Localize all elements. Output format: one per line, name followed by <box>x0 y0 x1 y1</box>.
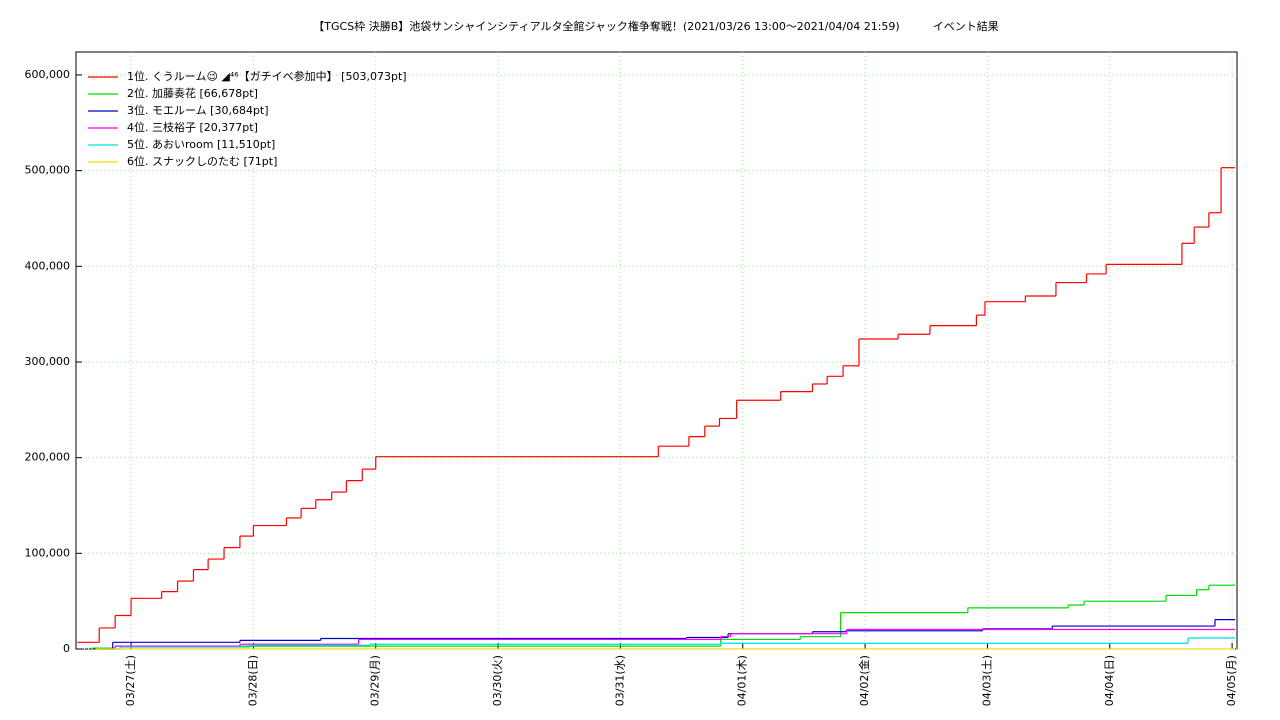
y-tick-label: 100,000 <box>25 546 71 559</box>
legend-label: 1位. くうルーム😉 ◢⁴⁶【ガチイベ参加中】 [503,073pt] <box>127 69 407 83</box>
y-tick-label: 600,000 <box>25 68 71 81</box>
y-tick-label: 300,000 <box>25 355 71 368</box>
x-tick-label: 04/04(日) <box>1103 655 1116 706</box>
x-tick-label: 03/27(土) <box>124 655 137 706</box>
y-tick-label: 200,000 <box>25 451 71 464</box>
step-riser <box>114 629 848 649</box>
x-tick-label: 03/31(水) <box>613 655 626 706</box>
legend-label: 6位. スナックしのたむ [71pt] <box>127 154 277 168</box>
legend-label: 5位. あおいroom [11,510pt] <box>127 137 275 151</box>
legend-label: 3位. モエルーム [30,684pt] <box>127 103 269 117</box>
chart-title: 【TGCS枠 決勝B】池袋サンシャインシティアルタ全館ジャック権争奪戦！(202… <box>313 19 998 33</box>
x-tick-label: 03/28(日) <box>246 655 259 706</box>
x-tick-label: 04/05(月) <box>1225 655 1238 706</box>
x-tick-label: 04/02(金) <box>857 655 871 706</box>
legend-label: 4位. 三枝裕子 [20,377pt] <box>127 120 258 134</box>
x-tick-label: 04/01(木) <box>736 655 749 706</box>
x-tick-label: 03/29(月) <box>369 655 382 706</box>
y-tick-label: 0 <box>63 642 70 655</box>
x-tick-label: 03/30(火) <box>491 655 504 706</box>
step-riser <box>98 167 1222 643</box>
step-riser <box>119 637 1189 649</box>
y-tick-label: 500,000 <box>25 164 71 177</box>
legend-label: 2位. 加藤奏花 [66,678pt] <box>127 86 258 100</box>
x-tick-label: 04/03(土) <box>980 655 993 706</box>
y-tick-label: 400,000 <box>25 259 71 272</box>
